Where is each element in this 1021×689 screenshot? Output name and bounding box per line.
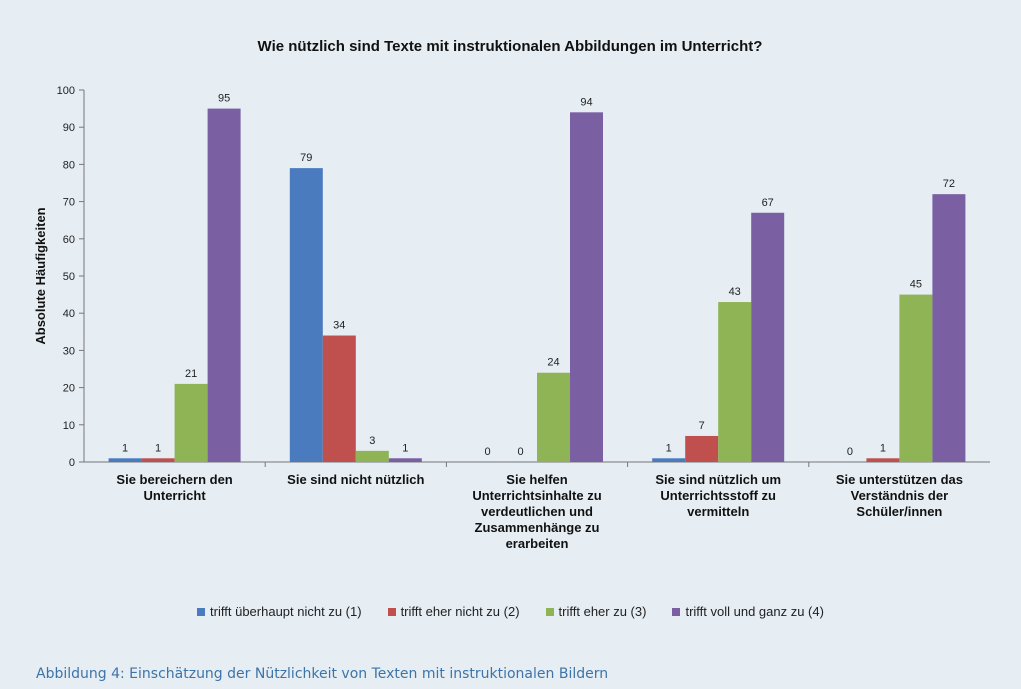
category-label: Sie bereichern den Unterricht xyxy=(116,472,232,503)
y-tick-label: 60 xyxy=(63,234,75,246)
data-label: 34 xyxy=(333,320,345,332)
category-label-line: Zusammenhänge zu xyxy=(475,520,600,535)
category-label-line: Unterricht xyxy=(144,488,207,503)
y-tick-label: 30 xyxy=(63,345,75,357)
bar xyxy=(652,458,686,462)
legend-label: trifft voll und ganz zu (4) xyxy=(685,604,824,619)
y-tick-label: 100 xyxy=(57,85,75,97)
legend-label: trifft überhaupt nicht zu (1) xyxy=(210,604,362,619)
category-label-line: Unterrichtsstoff zu xyxy=(660,488,776,503)
data-label: 0 xyxy=(484,446,490,458)
y-tick-label: 0 xyxy=(69,457,75,469)
bar xyxy=(207,108,241,462)
data-label: 0 xyxy=(517,446,523,458)
category-label-line: vermitteln xyxy=(687,504,749,519)
legend-item: trifft überhaupt nicht zu (1) xyxy=(197,604,362,619)
bar xyxy=(289,168,323,462)
data-label: 95 xyxy=(218,93,230,105)
data-label: 43 xyxy=(729,286,741,298)
category-label-line: Sie sind nützlich um xyxy=(655,472,781,487)
data-label: 45 xyxy=(910,279,922,291)
bar xyxy=(322,335,356,462)
bar xyxy=(108,458,142,462)
bar xyxy=(685,435,719,462)
category-label-line: Sie unterstützen das xyxy=(836,472,963,487)
data-label: 7 xyxy=(699,420,705,432)
bar xyxy=(537,372,570,462)
data-label: 1 xyxy=(155,442,161,454)
category-label-line: Sie sind nicht nützlich xyxy=(287,472,424,487)
bar xyxy=(388,458,422,462)
legend-swatch xyxy=(387,607,396,616)
data-label: 79 xyxy=(300,152,312,164)
data-label: 1 xyxy=(666,442,672,454)
category-label-line: verdeutlichen und xyxy=(481,504,593,519)
legend-label: trifft eher nicht zu (2) xyxy=(400,604,520,619)
y-tick-label: 50 xyxy=(63,271,75,283)
legend-swatch xyxy=(545,607,554,616)
category-label: Sie sind nützlich um Unterrichtsstoff zu v… xyxy=(655,472,781,519)
category-label: Sie sind nicht nützlich xyxy=(287,472,424,487)
category-label-line: Sie bereichern den xyxy=(116,472,232,487)
bar xyxy=(932,194,966,462)
data-label: 1 xyxy=(402,442,408,454)
data-label: 21 xyxy=(185,368,197,380)
data-label: 72 xyxy=(943,178,955,190)
legend-item: trifft eher nicht zu (2) xyxy=(387,604,520,619)
category-label-line: Verständnis der xyxy=(851,488,949,503)
y-tick-label: 40 xyxy=(63,308,75,320)
y-axis-label: Absolute Häufigkeiten xyxy=(33,207,48,344)
bar xyxy=(866,458,900,462)
legend-item: trifft eher zu (3) xyxy=(545,604,647,619)
data-label: 3 xyxy=(369,435,375,447)
category-label-line: Sie helfen xyxy=(506,472,567,487)
data-label: 67 xyxy=(762,197,774,209)
y-tick-label: 10 xyxy=(63,420,75,432)
category-label-line: erarbeiten xyxy=(506,536,569,551)
legend-swatch xyxy=(197,607,206,616)
chart-title: Wie nützlich sind Texte mit instruktiona… xyxy=(258,38,763,55)
y-tick-label: 20 xyxy=(63,383,75,395)
bar xyxy=(899,294,933,462)
category-label: Sie unterstützen das Verständnis der Schül… xyxy=(836,472,963,519)
data-label: 1 xyxy=(880,442,886,454)
category-label-line: Unterrichtsinhalte zu xyxy=(472,488,601,503)
data-label: 1 xyxy=(122,442,128,454)
bar xyxy=(570,112,603,462)
bar xyxy=(141,458,175,462)
category-label: Sie helfen Unterrichtsinhalte zu verdeutli… xyxy=(472,472,601,551)
legend-label: trifft eher zu (3) xyxy=(558,604,647,619)
figure-caption: Abbildung 4: Einschätzung der Nützlichke… xyxy=(36,666,609,682)
category-label-line: Schüler/innen xyxy=(856,504,942,519)
legend-swatch xyxy=(672,607,681,616)
y-tick-label: 80 xyxy=(63,159,75,171)
chart-legend: trifft überhaupt nicht zu (1) trifft eher… xyxy=(0,604,1021,619)
legend-item: trifft voll und ganz zu (4) xyxy=(672,604,824,619)
y-tick-label: 90 xyxy=(63,122,75,134)
bar xyxy=(174,383,208,462)
bar xyxy=(355,450,389,462)
data-label: 0 xyxy=(847,446,853,458)
data-label: 94 xyxy=(580,96,592,108)
bar xyxy=(751,212,785,462)
bar xyxy=(718,302,752,462)
data-label: 24 xyxy=(547,357,559,369)
y-tick-label: 70 xyxy=(63,197,75,209)
chart-panel xyxy=(8,10,1013,658)
